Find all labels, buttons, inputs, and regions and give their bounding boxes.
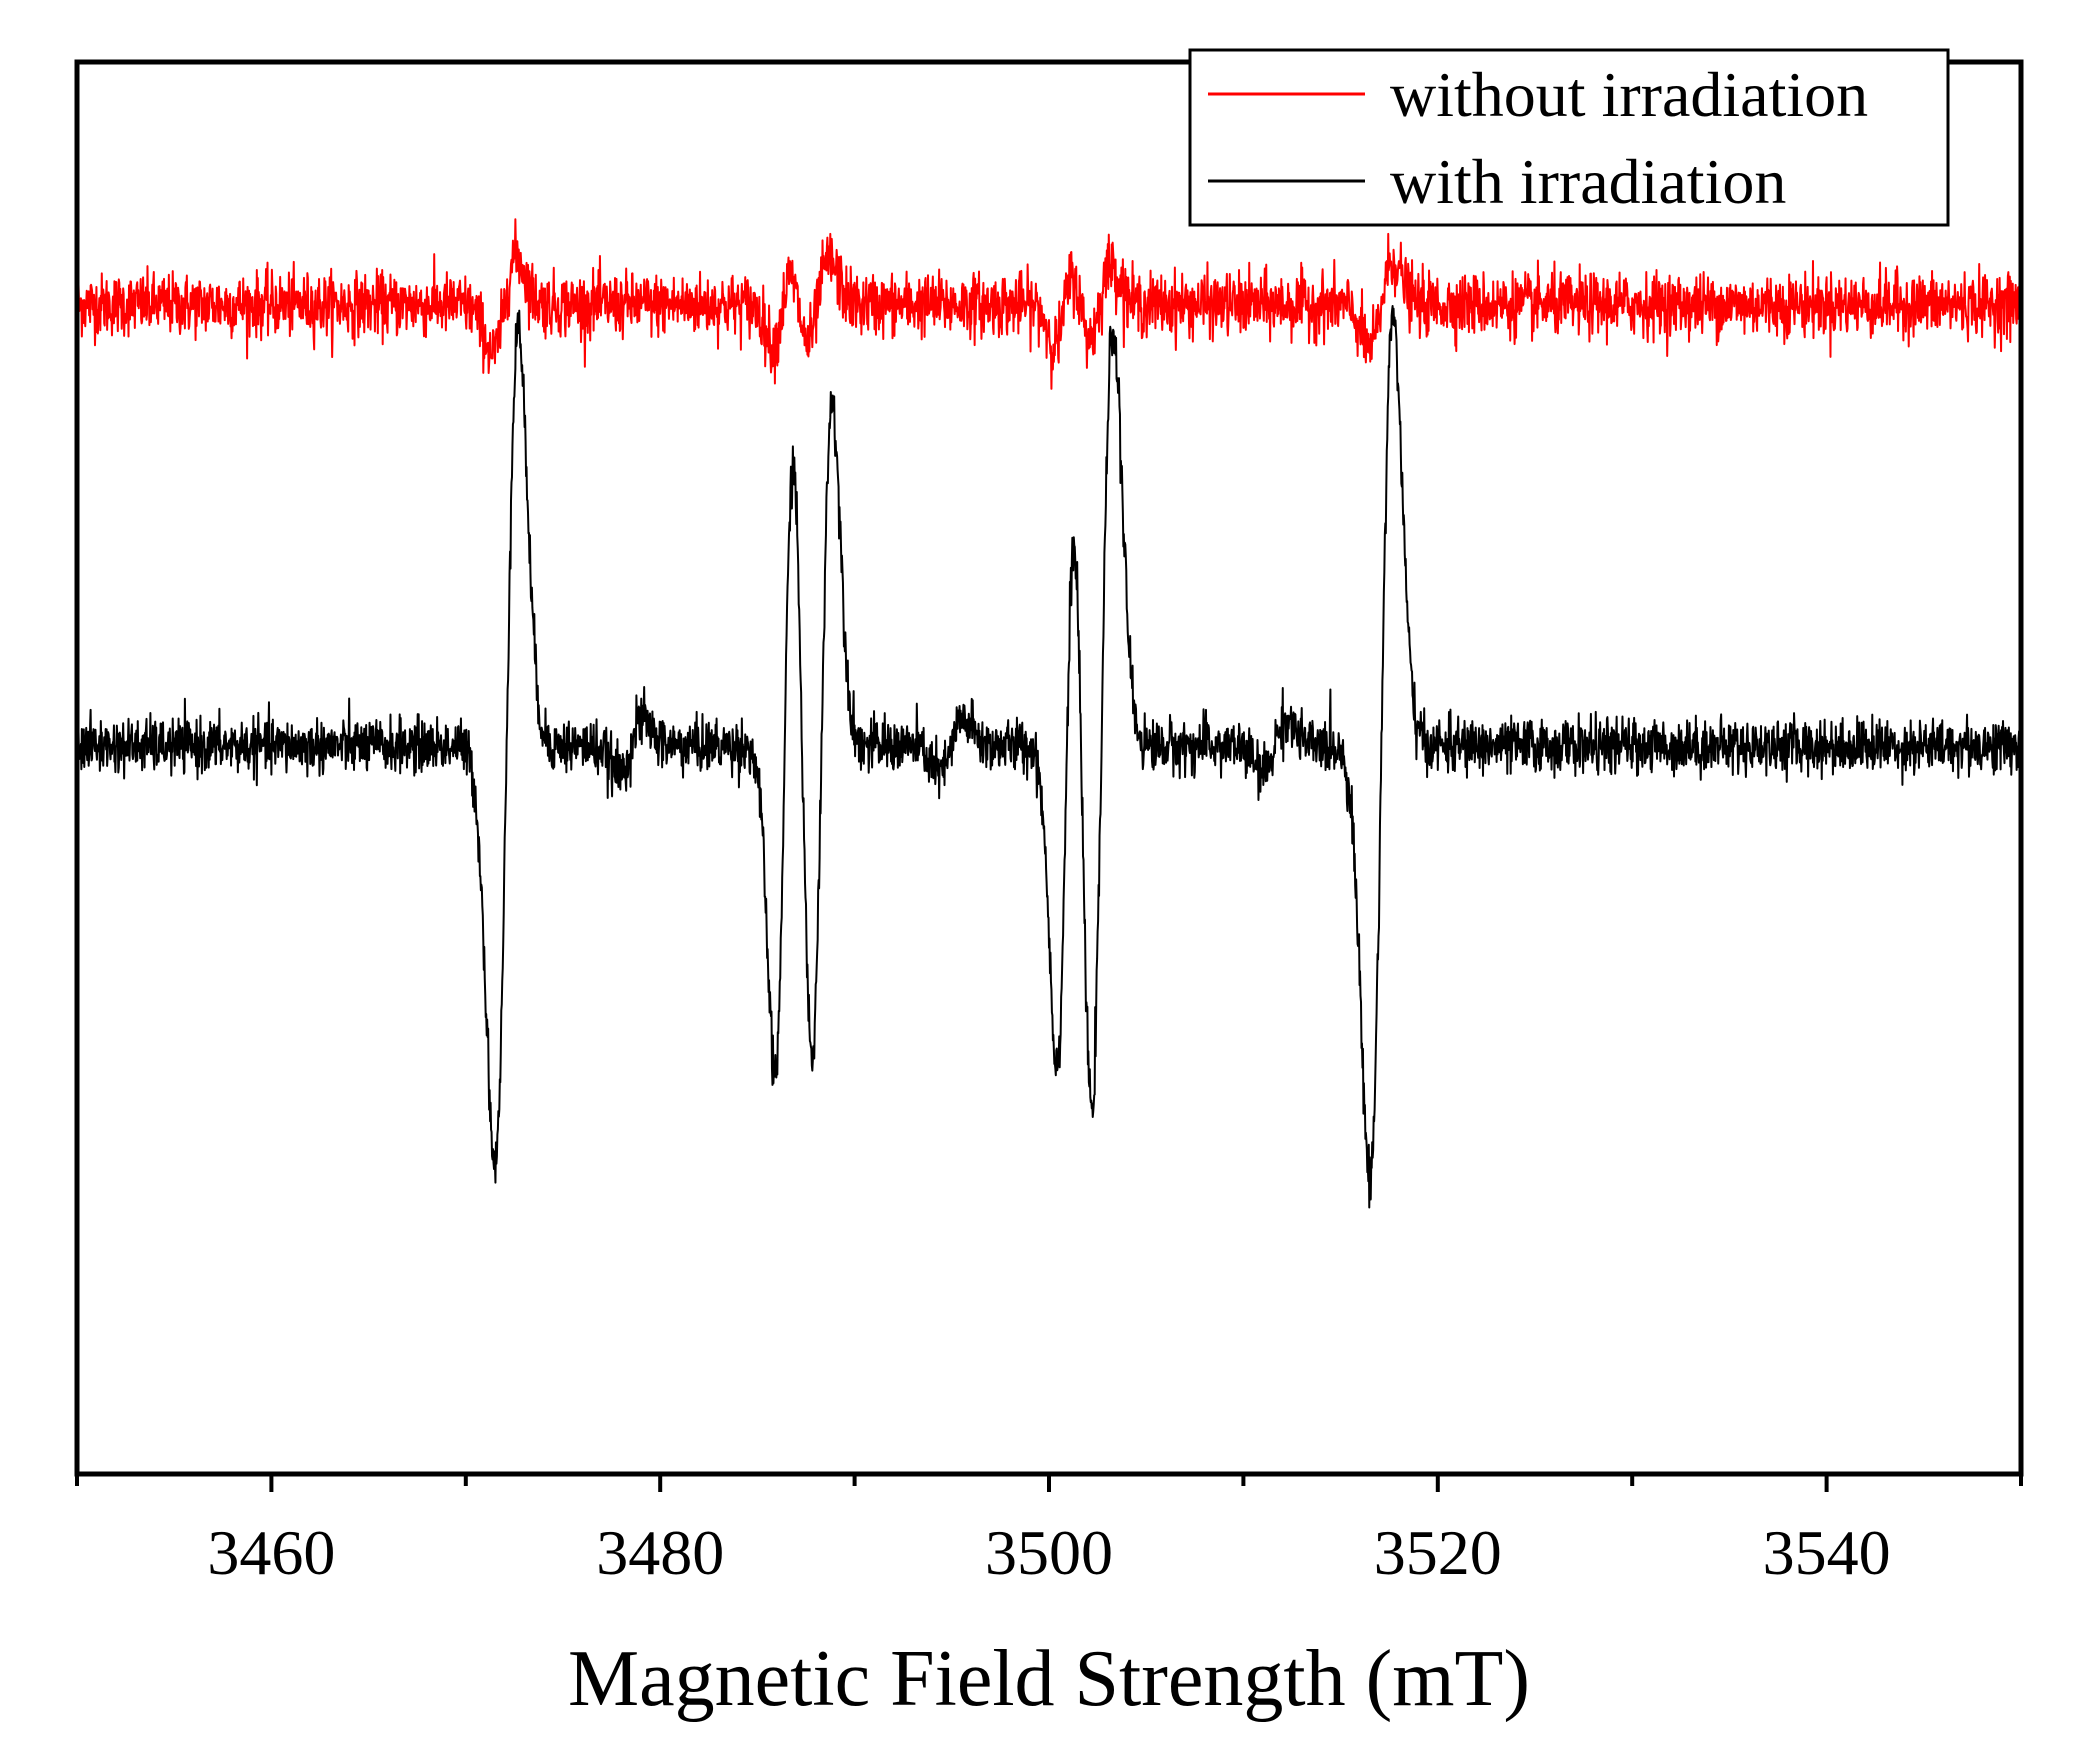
x-tick-label-3460: 3460 xyxy=(207,1517,335,1588)
legend: without irradiation with irradiation xyxy=(1188,48,1950,227)
x-tick-label-3500: 3500 xyxy=(985,1517,1113,1588)
series-layer xyxy=(77,218,2021,1209)
x-tick-label-3520: 3520 xyxy=(1374,1517,1502,1588)
x-axis-title: Magnetic Field Strength (mT) xyxy=(568,1635,1530,1723)
legend-label-with-irradiation: with irradiation xyxy=(1390,146,1786,217)
series-line-with-irradiation xyxy=(77,305,2021,1209)
x-axis: 3460 3480 3500 3520 3540 xyxy=(75,1474,2023,1588)
legend-label-without-irradiation: without irradiation xyxy=(1390,59,1868,130)
series-line-without-irradiation xyxy=(77,218,2021,390)
legend-box xyxy=(1188,48,1950,227)
x-tick-label-3540: 3540 xyxy=(1763,1517,1891,1588)
x-tick-label-3480: 3480 xyxy=(596,1517,724,1588)
